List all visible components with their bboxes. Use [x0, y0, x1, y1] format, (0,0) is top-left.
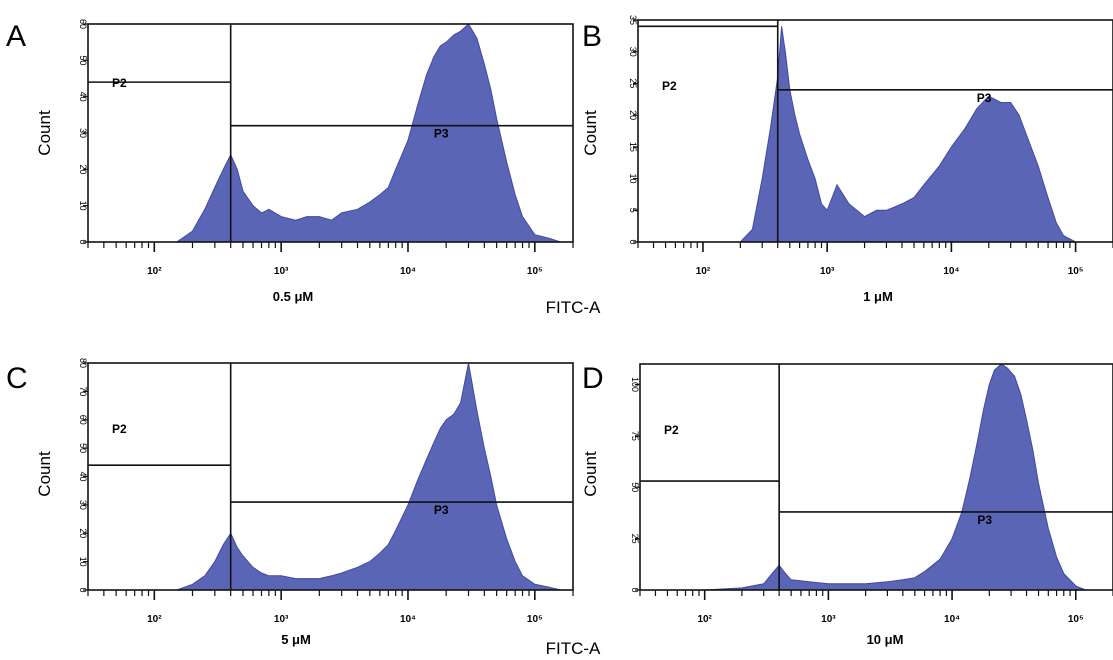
x-tick-label: 10²: [696, 266, 711, 277]
x-tick-label: 10⁴: [400, 614, 416, 625]
y-tick-label: 30: [78, 500, 88, 510]
y-tick-label: 75: [630, 431, 640, 441]
histogram-series: [704, 363, 1086, 591]
x-tick-label: 10⁴: [400, 266, 416, 277]
x-tick-label: 10³: [274, 266, 289, 277]
x-tick-label: 10⁵: [1068, 266, 1084, 277]
y-axis-label: Count: [581, 110, 600, 156]
y-tick-label: 25: [630, 534, 640, 544]
gate-label-p2: P2: [664, 423, 679, 437]
x-tick-label: 10²: [147, 614, 162, 625]
condition-label: 0.5 μM: [273, 289, 313, 304]
y-tick-label: 70: [78, 386, 88, 396]
y-tick-label: 15: [628, 142, 638, 152]
y-tick-label: 50: [630, 482, 640, 492]
y-tick-label: 35: [628, 15, 638, 25]
x-tick-label: 10⁵: [527, 266, 543, 277]
x-tick-label: 10⁵: [527, 614, 543, 625]
y-tick-label: 10: [78, 201, 88, 211]
gate-label-p2: P2: [662, 79, 677, 93]
x-tick-label: 10⁴: [944, 614, 960, 625]
x-axis-title: FITC-A: [546, 298, 601, 317]
y-axis-label: Count: [35, 451, 54, 497]
y-tick-label: 20: [78, 164, 88, 174]
gate-label-p3: P3: [977, 513, 992, 527]
y-tick-label: 30: [628, 47, 638, 57]
y-axis-label: Count: [35, 110, 54, 156]
y-tick-label: 60: [78, 415, 88, 425]
gate-label-p2: P2: [112, 76, 127, 90]
condition-label: 10 μM: [867, 632, 904, 647]
y-tick-label: 10: [628, 174, 638, 184]
y-tick-label: 60: [78, 19, 88, 29]
panel-a: P2 P3 0 10 20 30 40 50 60 10² 10³ 10⁴ 10⁵ A Count 0.5 μ…: [6, 19, 574, 304]
x-tick-label: 10⁵: [1068, 614, 1084, 625]
panel-c: P2 P3 0 10 20 30 40 50 60 70 80 10² 10³ 10⁴ 10⁵ C Count 5…: [6, 358, 574, 647]
plot-frame: [639, 363, 1113, 591]
panel-letter: C: [6, 362, 28, 395]
panel-letter: B: [582, 20, 602, 53]
panel-d: P2 P3 0 25 50 75 100 10² 10³ 10⁴ 10⁵ D Count 10 μM: [581, 362, 1113, 647]
histogram-series: [175, 23, 561, 243]
panel-b: P2 P3 0 5 10 15 20 25 30 35 10² 10³ 10⁴ 10⁵ B Count 1 μM: [581, 15, 1113, 304]
x-tick-label: 10⁴: [943, 266, 959, 277]
y-tick-label: 10: [78, 557, 88, 567]
gate-label-p3: P3: [977, 91, 992, 105]
y-tick-label: 30: [78, 128, 88, 138]
x-tick-label: 10²: [697, 614, 712, 625]
y-tick-label: 50: [78, 55, 88, 65]
x-tick-label: 10²: [147, 266, 162, 277]
plot-frame: [637, 19, 1113, 243]
histogram-series: [176, 362, 561, 591]
y-tick-label: 40: [78, 471, 88, 481]
y-tick-label: 40: [78, 92, 88, 102]
y-tick-label: 20: [78, 528, 88, 538]
panel-letter: D: [582, 362, 604, 395]
y-tick-label: 0: [630, 587, 640, 592]
y-tick-label: 0: [628, 239, 638, 244]
y-tick-label: 25: [628, 78, 638, 88]
y-tick-label: 0: [78, 587, 88, 592]
panel-letter: A: [6, 20, 26, 53]
gate-label-p3: P3: [434, 127, 449, 141]
y-tick-label: 5: [628, 208, 638, 213]
y-tick-label: 20: [628, 110, 638, 120]
condition-label: 5 μM: [281, 632, 311, 647]
x-tick-label: 10³: [821, 614, 836, 625]
y-tick-label: 80: [78, 358, 88, 368]
gate-label-p3: P3: [434, 503, 449, 517]
histogram-series: [739, 26, 1076, 243]
gate-label-p2: P2: [112, 422, 127, 436]
condition-label: 1 μM: [863, 289, 893, 304]
x-axis-title: FITC-A: [546, 639, 601, 658]
y-tick-label: 100: [630, 377, 640, 392]
y-axis-label: Count: [581, 451, 600, 497]
y-tick-label: 0: [78, 239, 88, 244]
x-tick-label: 10³: [274, 614, 289, 625]
x-tick-label: 10³: [820, 266, 835, 277]
y-tick-label: 50: [78, 443, 88, 453]
